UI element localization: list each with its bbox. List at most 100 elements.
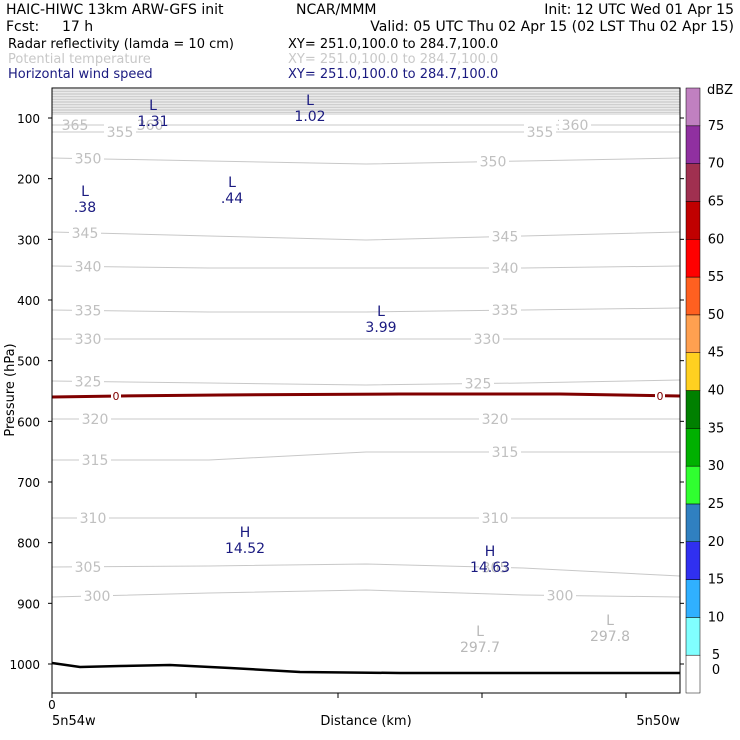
wind-extremum-kind: L xyxy=(81,184,89,200)
theta-label-bg xyxy=(69,224,101,239)
colorbar-swatch xyxy=(685,654,701,694)
theta-label-bg xyxy=(489,260,521,274)
theta-label-bg xyxy=(59,117,91,131)
theta-contour-label: 350 xyxy=(75,152,102,168)
colorbar-swatch xyxy=(685,465,701,505)
field-legend: Radar reflectivity (lamda = 10 cm) XY= 25… xyxy=(8,37,498,82)
colorbar-level-label: 30 xyxy=(708,459,725,474)
theta-contour-label: 360 xyxy=(562,118,589,134)
wind-extremum-value: 1.02 xyxy=(294,109,325,125)
theta-contour-label: 345 xyxy=(492,229,519,245)
x-left-location: 5n54w xyxy=(52,714,96,729)
theta-label-bg xyxy=(72,331,104,345)
theta-label-bg xyxy=(544,587,576,602)
y-axis: 100 200 300 400 500 600 700 800 900 1000 xyxy=(9,112,684,672)
plot-frame xyxy=(51,87,681,694)
field-label: Horizontal wind speed xyxy=(8,67,153,82)
theta-contour-label: 355 xyxy=(527,125,554,141)
header-fcst-label: Fcst: xyxy=(6,19,39,35)
theta-contour-label: 310 xyxy=(80,511,107,527)
colorbar-level-label: 75 xyxy=(708,119,725,134)
theta-contour-label: 340 xyxy=(492,261,519,277)
colorbar-level-label: 45 xyxy=(708,346,725,361)
zero-label-bg xyxy=(655,389,665,402)
theta-label-bg xyxy=(72,302,104,317)
colorbar-level-label: 15 xyxy=(708,573,725,588)
zero-label-bg xyxy=(111,389,121,402)
colorbar-level-label: 0 xyxy=(712,663,720,678)
theta-label-bg xyxy=(489,444,521,458)
theta-contour-label: 335 xyxy=(75,303,102,319)
theta-contour-label: 350 xyxy=(480,155,507,171)
colorbar-swatch xyxy=(685,201,701,240)
theta-contour-label: 310 xyxy=(482,511,509,527)
theta-label-bg xyxy=(72,558,104,573)
zero-contour-label: 0 xyxy=(113,390,120,403)
x-right-location: 5n50w xyxy=(636,714,680,729)
theta-label-bg xyxy=(72,373,104,388)
colorbar: 05 10 15 20 25 30 35 40 45 50 55 60 65 70 75 xyxy=(685,87,725,694)
y-tick-label: 400 xyxy=(17,294,40,308)
theta-label-bg xyxy=(479,559,511,574)
header-init: Init: 12 UTC Wed 01 Apr 15 xyxy=(544,2,734,18)
theta-label-bg xyxy=(524,124,556,138)
theta-contour-label: 340 xyxy=(75,259,102,275)
theta-contour-325 xyxy=(51,379,681,386)
theta-label-bg xyxy=(489,302,521,317)
colorbar-level-label: 65 xyxy=(708,194,725,209)
wind-extremum-value: .38 xyxy=(74,200,96,216)
x-zero-label: 0 xyxy=(48,698,56,712)
zero-contour-label: 0 xyxy=(657,390,664,403)
colorbar-level-label: 70 xyxy=(708,157,725,172)
theta-contour-345 xyxy=(51,231,681,241)
theta-label-bg xyxy=(479,510,511,524)
wind-extremum-value: 3.99 xyxy=(365,320,396,336)
theta-contour-label: 325 xyxy=(75,374,102,390)
y-tick-label: 300 xyxy=(17,233,40,247)
header-valid: Valid: 05 UTC Thu 02 Apr 15 (02 LST Thu … xyxy=(370,19,734,35)
colorbar-swatch xyxy=(685,125,701,164)
theta-label-bg xyxy=(79,411,111,425)
field-label: Potential temperature xyxy=(8,52,151,67)
theta-contour-label: 325 xyxy=(465,377,492,393)
theta-contour-label: 315 xyxy=(492,445,519,461)
y-axis-label: Pressure (hPa) xyxy=(3,343,18,436)
theta-contour-label: 305 xyxy=(482,560,509,576)
theta-label-bg xyxy=(77,510,109,524)
theta-label-bg xyxy=(477,153,509,168)
colorbar-level-label: 10 xyxy=(708,610,725,625)
colorbar-level-label: 25 xyxy=(708,497,725,512)
field-xy: XY= 251.0,100.0 to 284.7,100.0 xyxy=(288,67,498,82)
theta-label-bg xyxy=(104,124,136,138)
theta-contour-305 xyxy=(51,563,681,577)
theta-contour-label: 320 xyxy=(482,412,509,428)
y-tick-label: 1000 xyxy=(9,658,40,672)
theta-label-bg xyxy=(479,411,511,425)
colorbar-swatch xyxy=(685,163,701,202)
colorbar-swatch xyxy=(685,541,701,580)
colorbar-level-label: 40 xyxy=(708,384,725,399)
theta-contour-label: 330 xyxy=(474,332,501,348)
colorbar-level-label: 35 xyxy=(708,421,725,436)
theta-contour-label: 360 xyxy=(137,118,164,134)
theta-label-bg xyxy=(72,150,104,165)
theta-contour-label: 355 xyxy=(107,125,134,141)
theta-label-bg xyxy=(72,258,104,273)
colorbar-unit: dBZ xyxy=(707,83,733,98)
header-fcst-value: 17 h xyxy=(62,19,93,35)
theta-contour-label: 335 xyxy=(492,303,519,319)
x-axis xyxy=(51,693,627,698)
colorbar-swatch xyxy=(685,352,701,391)
y-tick-label: 800 xyxy=(17,537,40,551)
theta-contour-label: 300 xyxy=(547,588,574,604)
wind-extremum-kind: H xyxy=(240,525,251,541)
colorbar-swatch xyxy=(685,617,701,656)
colorbar-level-label: 5 xyxy=(712,648,720,663)
y-tick-label: 600 xyxy=(17,415,40,429)
theta-contour-label: 365 xyxy=(62,118,89,134)
colorbar-level-label: 20 xyxy=(708,535,725,550)
wind-extremum-kind: L xyxy=(377,304,385,320)
x-axis-label: Distance (km) xyxy=(320,714,411,729)
colorbar-swatch xyxy=(685,428,701,467)
theta-label-bg xyxy=(81,587,113,602)
